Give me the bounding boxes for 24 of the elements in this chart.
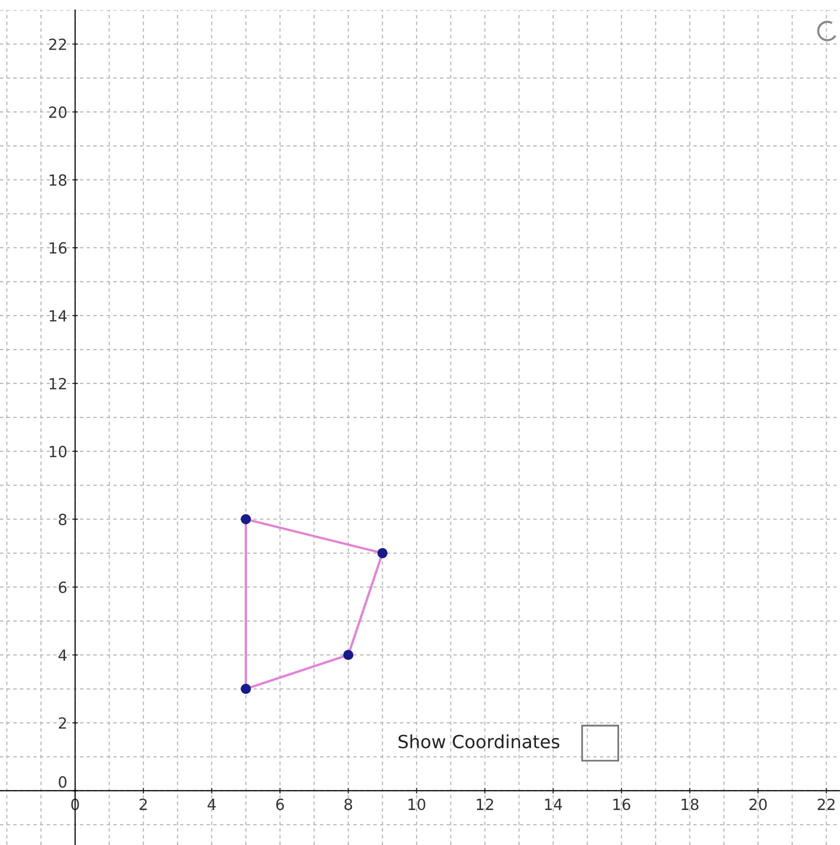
x-tick-label: 20 bbox=[749, 798, 767, 810]
y-tick-label: 20 bbox=[49, 106, 66, 118]
x-tick-label: 6 bbox=[276, 798, 284, 810]
y-tick-label: 6 bbox=[58, 582, 67, 594]
x-tick-label: 2 bbox=[140, 798, 147, 810]
x-tick-label: 8 bbox=[344, 798, 352, 810]
y-tick-label: 12 bbox=[50, 378, 66, 390]
y-tick-label: 22 bbox=[49, 38, 66, 50]
x-tick-label: 14 bbox=[545, 798, 562, 810]
y-tick-label: 16 bbox=[50, 242, 67, 254]
annotation: Show Coordinates bbox=[398, 734, 560, 748]
x-tick-label: 4 bbox=[208, 798, 216, 810]
y-tick-label: 2 bbox=[58, 717, 66, 729]
x-tick-label: 22 bbox=[818, 798, 835, 810]
y-tick-label: 4 bbox=[58, 650, 67, 661]
x-tick-label: 16 bbox=[613, 798, 630, 810]
x-tick-label: 10 bbox=[408, 798, 426, 810]
y-tick-label: 18 bbox=[50, 174, 66, 186]
y-tick-label: 14 bbox=[50, 310, 67, 322]
y-tick-label: 8 bbox=[58, 514, 66, 526]
x-tick-label: 12 bbox=[476, 798, 494, 810]
y-tick-label: 0 bbox=[58, 776, 66, 788]
y-tick-label: 10 bbox=[50, 446, 66, 458]
x-tick-label: 18 bbox=[682, 798, 698, 810]
